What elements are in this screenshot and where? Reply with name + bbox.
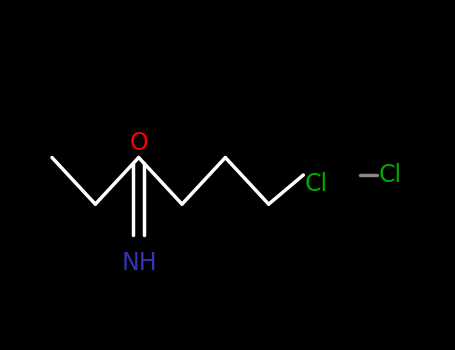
- Text: O: O: [129, 131, 148, 155]
- Text: Cl: Cl: [305, 172, 328, 196]
- Text: NH: NH: [122, 251, 157, 274]
- Text: Cl: Cl: [379, 163, 402, 187]
